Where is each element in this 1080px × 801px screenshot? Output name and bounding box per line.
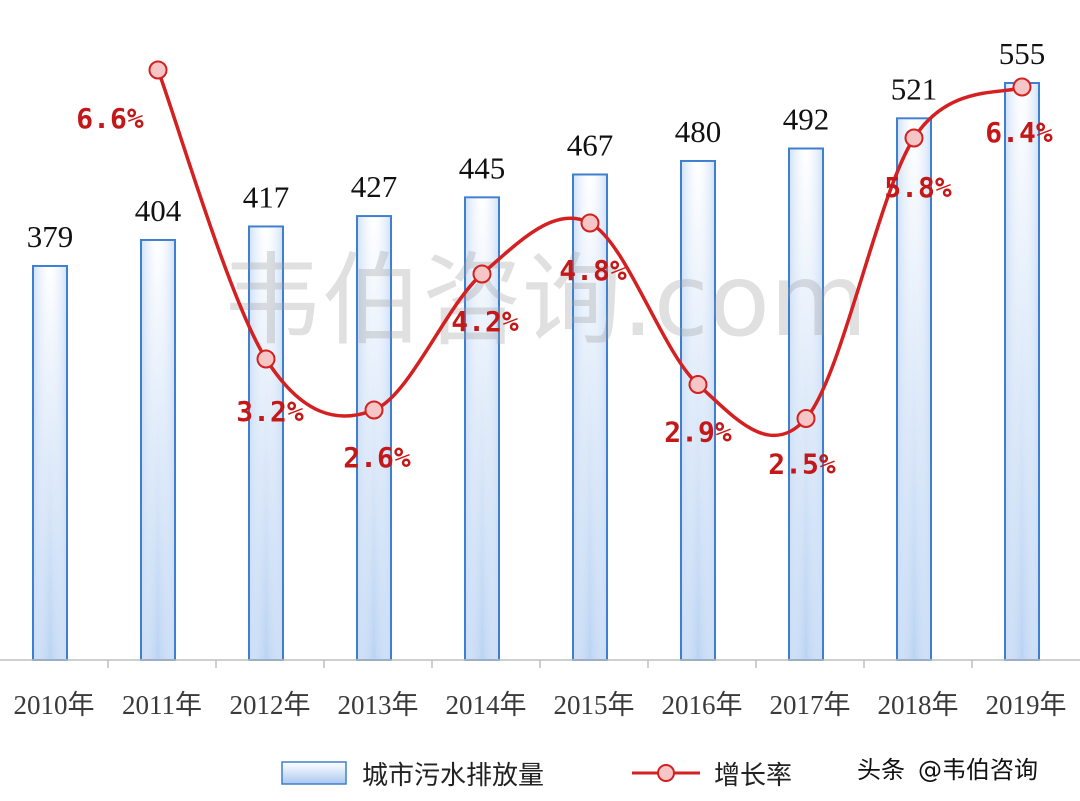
bar-value-label-5: 467 [567, 127, 614, 162]
x-tick-label-7: 2017年 [770, 690, 851, 720]
growth-marker-7 [796, 409, 816, 428]
bar-shade-1 [142, 240, 174, 659]
x-tick-label-6: 2016年 [662, 690, 743, 720]
growth-rate-label-5: 4.8% [559, 254, 627, 287]
x-tick-label-4: 2014年 [446, 690, 527, 720]
x-tick-label-0: 2010年 [14, 690, 95, 720]
x-tick-label-2: 2012年 [230, 690, 311, 720]
bar-shade-3 [358, 217, 390, 660]
x-tick-label-9: 2019年 [986, 690, 1067, 720]
bar-value-label-8: 521 [891, 71, 938, 106]
growth-marker-1 [148, 60, 168, 80]
bar-shade-8 [898, 119, 930, 659]
bar-shade-5 [574, 175, 606, 659]
x-tick-label-8: 2018年 [878, 690, 959, 720]
legend: 城市污水排放量 增长率 [281, 761, 792, 791]
bar-value-label-3: 427 [351, 169, 398, 204]
bar-value-label-2: 417 [243, 179, 290, 214]
growth-marker-6 [688, 375, 708, 394]
legend-bar-label: 城市污水排放量 [362, 761, 544, 791]
legend-line-marker [657, 764, 675, 782]
bar-value-labels: 379 404 417 427 445 467 480 492 521 555 [27, 36, 1046, 254]
bar-shade-9 [1006, 84, 1038, 659]
bar-shade-2 [250, 227, 282, 659]
growth-marker-2 [256, 349, 276, 369]
legend-bar-swatch [281, 761, 347, 785]
growth-marker-9 [1012, 77, 1032, 97]
growth-marker-5 [580, 213, 600, 233]
growth-rate-labels: 6.6% 3.2% 2.6% 4.2% 4.8% 2.9% 2.5% 5.8% 6.4% [76, 102, 1053, 481]
growth-rate-label-1: 6.6% [76, 102, 144, 135]
growth-rate-label-8: 5.8% [884, 171, 952, 204]
x-tick-label-3: 2013年 [338, 690, 419, 720]
source-handle: @韦伯咨询 [918, 756, 1038, 784]
bars-layer [32, 82, 1040, 662]
growth-rate-label-3: 2.6% [343, 441, 411, 474]
growth-rate-label-2: 3.2% [236, 395, 304, 428]
growth-marker-8 [904, 128, 924, 148]
growth-line-layer [148, 60, 1032, 438]
growth-marker-4 [472, 264, 492, 284]
growth-marker-3 [364, 400, 384, 420]
source-credit: 头条 @韦伯咨询 [857, 756, 1038, 784]
x-tick-label-1: 2011年 [122, 690, 202, 720]
bar-value-label-1: 404 [135, 193, 182, 228]
legend-line-label: 增长率 [714, 761, 792, 791]
growth-rate-label-4: 4.2% [451, 305, 519, 338]
bar-value-label-0: 379 [27, 219, 74, 254]
bar-value-label-7: 492 [783, 101, 830, 136]
bar-value-label-6: 480 [675, 114, 722, 149]
x-axis-ticks: 2010年 2011年 2012年 2013年 2014年 2015年 2016年 2017年… [14, 660, 1067, 720]
x-tick-label-5: 2015年 [554, 690, 635, 720]
bar-shade-0 [34, 266, 66, 659]
source-prefix: 头条 [857, 756, 905, 784]
growth-rate-label-6: 2.9% [664, 416, 732, 449]
watermark-text: 韦伯咨询.com [222, 242, 867, 359]
bar-value-label-9: 555 [999, 36, 1046, 71]
growth-rate-label-7: 2.5% [768, 448, 836, 481]
growth-rate-label-9: 6.4% [985, 116, 1053, 149]
bar-value-label-4: 445 [459, 150, 506, 185]
bar-shade-6 [682, 161, 714, 660]
